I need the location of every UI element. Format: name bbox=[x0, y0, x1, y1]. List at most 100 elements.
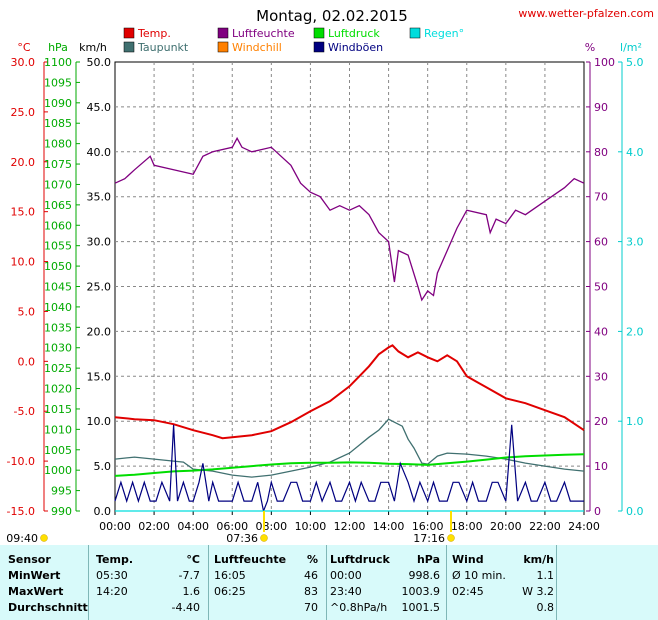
tick-label: 990 bbox=[51, 505, 72, 518]
tick-label: 10.0 bbox=[11, 256, 36, 269]
tick-label: 100 bbox=[594, 56, 615, 69]
legend-label: Luftfeuchte bbox=[232, 27, 295, 40]
tick-label: 10 bbox=[594, 460, 608, 473]
table-cell: Luftfeuchte bbox=[214, 553, 287, 566]
axis-unit: hPa bbox=[48, 41, 68, 54]
sun-time-label: 09:40 bbox=[6, 532, 38, 545]
table-cell: Temp. bbox=[96, 553, 134, 566]
legend-swatch bbox=[123, 27, 135, 39]
tick-label: 50.0 bbox=[87, 56, 112, 69]
tick-label: 20.0 bbox=[87, 325, 112, 338]
tick-label: 10.0 bbox=[87, 415, 112, 428]
tick-label: -15.0 bbox=[7, 505, 35, 518]
tick-label: 22:00 bbox=[529, 520, 561, 533]
tick-label: 20 bbox=[594, 415, 608, 428]
tick-label: 15.0 bbox=[87, 370, 112, 383]
tick-label: 1095 bbox=[44, 76, 72, 89]
sun-times: 09:40 07:36 17:16 bbox=[6, 511, 455, 545]
tick-label: 1085 bbox=[44, 117, 72, 130]
table-cell: °C bbox=[186, 553, 200, 566]
sun-time-label: 07:36 bbox=[226, 532, 258, 545]
series-line-wind bbox=[114, 424, 584, 514]
tick-label: 20:00 bbox=[490, 520, 522, 533]
tick-label: 5.0 bbox=[18, 305, 36, 318]
tick-label: 0.0 bbox=[94, 505, 112, 518]
site-link[interactable]: www.wetter-pfalzen.com bbox=[518, 7, 654, 20]
tick-label: 0 bbox=[594, 505, 601, 518]
table-cell: km/h bbox=[523, 553, 554, 566]
table-cell: Durchschnitt bbox=[8, 601, 88, 614]
tick-label: 18:00 bbox=[451, 520, 483, 533]
tick-label: 1010 bbox=[44, 423, 72, 436]
tick-label: 1065 bbox=[44, 199, 72, 212]
table-divider bbox=[446, 545, 447, 620]
tick-label: 15.0 bbox=[11, 206, 36, 219]
tick-label: 90 bbox=[594, 101, 608, 114]
tick-label: 5.0 bbox=[626, 56, 644, 69]
table-cell: MaxWert bbox=[8, 585, 64, 598]
legend-swatch bbox=[217, 27, 229, 39]
table-cell: 46 bbox=[304, 569, 318, 582]
table-cell: 1001.5 bbox=[401, 601, 441, 614]
axis-unit: °C bbox=[17, 41, 31, 54]
legend-label: Windböen bbox=[328, 41, 383, 54]
tick-label: 1025 bbox=[44, 362, 72, 375]
weather-chart: Montag, 02.02.2015 www.wetter-pfalzen.co… bbox=[6, 7, 654, 545]
table-cell: 1.1 bbox=[536, 569, 555, 582]
legend-label: Windchill bbox=[232, 41, 282, 54]
tick-label: 40.0 bbox=[87, 146, 112, 159]
tick-label: 06:00 bbox=[216, 520, 248, 533]
tick-label: 08:00 bbox=[255, 520, 287, 533]
legend: Temp. Luftfeuchte Luftdruck Regen° Taupunkt W… bbox=[123, 27, 464, 54]
stats-table: Sensor Temp. °C Luftfeuchte% Luftdruck hPa Win… bbox=[0, 545, 658, 620]
tick-label: 1.0 bbox=[626, 415, 644, 428]
table-cell: 23:40 bbox=[330, 585, 362, 598]
legend-swatch bbox=[123, 41, 135, 53]
tick-label: 1000 bbox=[44, 464, 72, 477]
table-cell: Ø 10 min. bbox=[452, 569, 506, 582]
axis-unit: l/m² bbox=[620, 41, 642, 54]
table-cell: W 3.2 bbox=[522, 585, 554, 598]
table-divider bbox=[88, 545, 89, 620]
tick-label: 60 bbox=[594, 236, 608, 249]
table-divider bbox=[326, 545, 327, 620]
legend-label: Temp. bbox=[137, 27, 171, 40]
tick-label: 25.0 bbox=[87, 281, 112, 294]
tick-label: 1090 bbox=[44, 97, 72, 110]
table-cell: 998.6 bbox=[408, 569, 441, 582]
table-divider bbox=[208, 545, 209, 620]
table-cell: 70 bbox=[304, 601, 318, 614]
tick-label: 1050 bbox=[44, 260, 72, 273]
tick-label: 14:00 bbox=[373, 520, 405, 533]
tick-label: 12:00 bbox=[334, 520, 366, 533]
table-cell: hPa bbox=[416, 553, 440, 566]
tick-label: 995 bbox=[51, 485, 72, 498]
legend-swatch bbox=[217, 41, 229, 53]
table-cell: ^0.8hPa/h bbox=[330, 601, 388, 614]
series-line-temp bbox=[114, 344, 585, 440]
tick-label: 1040 bbox=[44, 301, 72, 314]
tick-label: 70 bbox=[594, 191, 608, 204]
series-line-pressure bbox=[114, 453, 585, 477]
sun-time-label: 17:16 bbox=[413, 532, 445, 545]
tick-label: 30.0 bbox=[87, 236, 112, 249]
tick-label: 0.0 bbox=[18, 355, 36, 368]
tick-label: 0.0 bbox=[626, 505, 644, 518]
tick-label: 3.0 bbox=[626, 236, 644, 249]
tick-label: 1100 bbox=[44, 56, 72, 69]
tick-label: 40 bbox=[594, 325, 608, 338]
tick-label: 5.0 bbox=[94, 460, 112, 473]
table-cell: -4.40 bbox=[171, 601, 200, 614]
tick-label: 4.0 bbox=[626, 146, 644, 159]
sun-icon bbox=[40, 534, 48, 542]
tick-label: 1020 bbox=[44, 383, 72, 396]
tick-label: 1035 bbox=[44, 321, 72, 334]
tick-label: 35.0 bbox=[87, 191, 112, 204]
tick-label: 1030 bbox=[44, 342, 72, 355]
table-cell: 05:30 bbox=[96, 569, 128, 582]
tick-label: 2.0 bbox=[626, 325, 644, 338]
table-cell: 1003.9 bbox=[401, 585, 441, 598]
table-cell: 0.8 bbox=[536, 601, 555, 614]
legend-label: Luftdruck bbox=[328, 27, 380, 40]
